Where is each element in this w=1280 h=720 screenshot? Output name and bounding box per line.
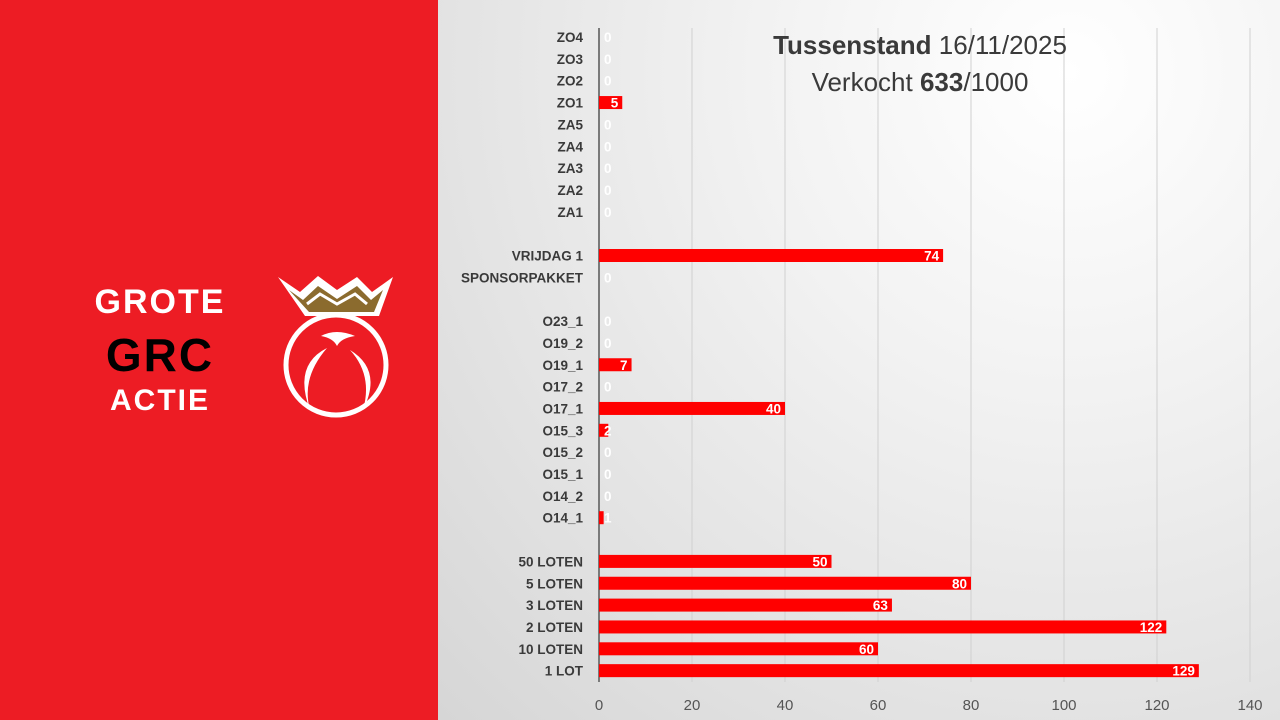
category-label: 3 LOTEN [526,598,583,613]
data-label: 0 [604,445,612,460]
data-label: 63 [873,598,889,613]
x-tick-label: 100 [1051,697,1076,714]
brand-line-3: ACTIE [110,384,210,417]
category-label: ZO3 [557,52,584,67]
data-label: 0 [604,52,612,67]
data-label: 122 [1140,620,1163,635]
data-label: 5 [611,96,619,111]
category-label: 5 LOTEN [526,576,583,591]
sold-total: /1000 [963,67,1029,97]
data-label: 0 [604,336,612,351]
category-label: ZA5 [557,117,583,132]
chart-title: Tussenstand 16/11/2025 [720,30,1120,61]
title-bold: Tussenstand [773,30,932,60]
category-label: ZO2 [557,74,583,89]
data-label: 0 [604,489,612,504]
bar [599,358,632,372]
x-tick-label: 120 [1144,697,1169,714]
x-tick-label: 80 [963,697,980,714]
category-label: O14_2 [542,489,583,504]
bar [599,511,604,525]
data-label: 0 [604,117,612,132]
category-label: ZA2 [557,183,583,198]
data-label: 0 [604,270,612,285]
bar [599,554,832,568]
data-label: 1 [604,511,612,526]
data-label: 50 [812,554,827,569]
category-label: SPONSORPAKKET [461,270,584,285]
data-label: 0 [604,30,612,45]
x-tick-label: 20 [684,697,701,714]
data-label: 2 [604,423,612,438]
sold-counter: Verkocht 633/1000 [720,67,1120,98]
bar [599,249,944,262]
data-label: 0 [604,183,612,198]
sold-value: 633 [919,67,964,97]
brand-line-1: GROTE [94,283,226,321]
data-label: 0 [604,205,612,220]
crown-icon [278,276,393,316]
data-label: 0 [604,380,612,395]
category-label: O17_2 [542,380,583,395]
data-label: 60 [859,642,874,657]
x-tick-label: 0 [595,697,603,714]
category-label: O17_1 [542,401,583,416]
data-label: 0 [604,467,612,482]
category-label: O14_1 [542,511,583,526]
category-label: VRIJDAG 1 [512,249,584,264]
category-label: 1 LOT [545,664,584,679]
category-label: ZA4 [557,139,583,154]
data-label: 40 [766,401,781,416]
data-label: 0 [604,139,612,154]
bar [599,423,609,437]
category-label: ZO1 [557,96,584,111]
bar [599,620,1167,634]
x-tick-label: 40 [777,697,794,714]
category-label: O19_2 [542,336,583,351]
data-label: 0 [604,161,612,176]
category-label: ZO4 [557,30,584,45]
bar [599,576,971,590]
data-label: 0 [604,74,612,89]
bar [599,664,1199,678]
brand-line-2: GRC [105,329,215,381]
title-date: 16/11/2025 [938,30,1067,60]
data-label: 80 [952,576,967,591]
category-label: 10 LOTEN [518,642,583,657]
branding-panel: GROTE GRC ACTIE [0,0,438,720]
sold-label: Verkocht [811,67,913,97]
bar [599,598,892,612]
category-label: ZA1 [557,205,583,220]
data-label: 74 [924,249,940,264]
category-label: O23_1 [542,314,583,329]
category-label: O15_2 [542,445,583,460]
grc-logo [278,276,393,418]
x-tick-label: 140 [1237,697,1262,714]
bar [599,642,878,656]
category-label: ZA3 [557,161,583,176]
category-label: 2 LOTEN [526,620,583,635]
category-label: O15_3 [542,423,583,438]
bar [599,96,623,110]
x-tick-label: 60 [870,697,887,714]
data-label: 129 [1172,664,1195,679]
category-label: O19_1 [542,358,583,373]
category-label: O15_1 [542,467,583,482]
data-label: 0 [604,314,612,329]
category-label: 50 LOTEN [518,554,583,569]
data-label: 7 [620,358,628,373]
ball-icon [283,312,389,418]
bar [599,401,785,415]
